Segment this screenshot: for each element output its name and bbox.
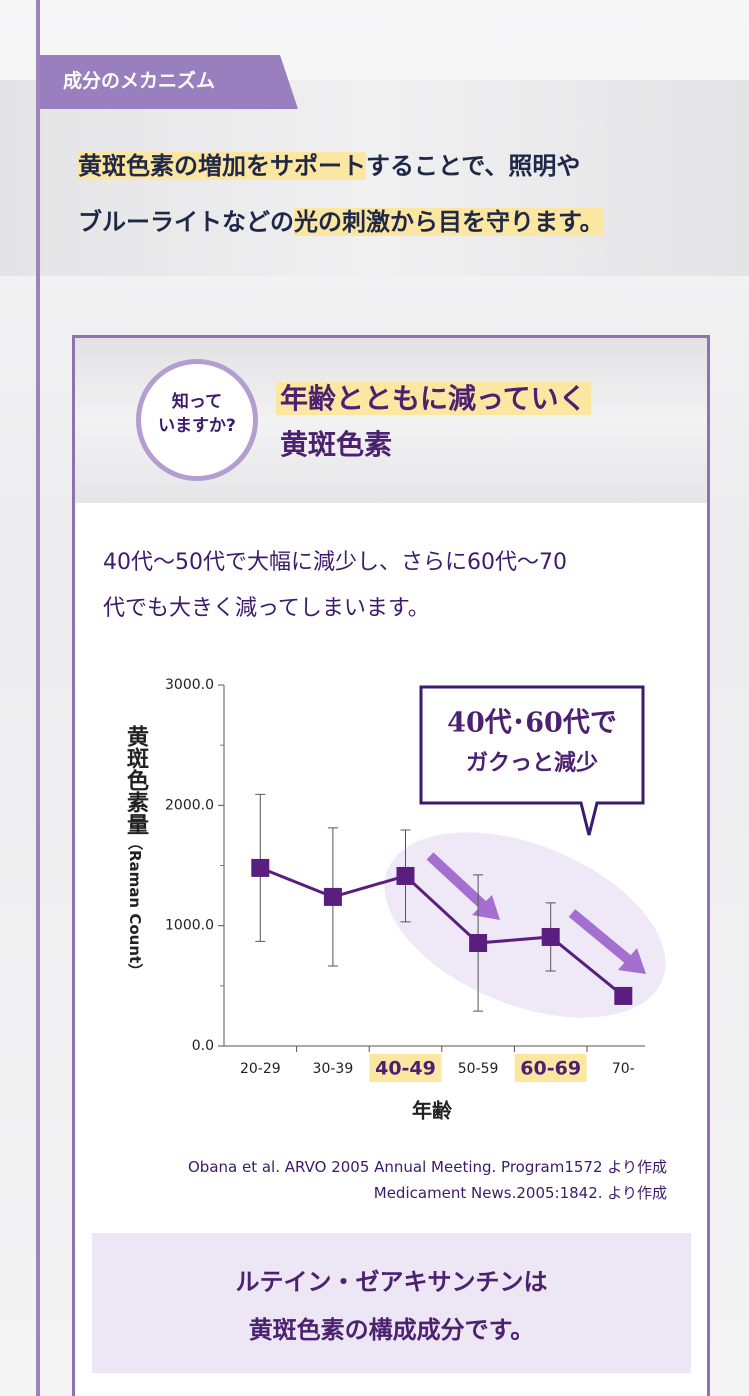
intro-segment: 光の刺激から目を守ります。 bbox=[294, 208, 604, 236]
x-tick-label: 50-59 bbox=[458, 1061, 499, 1077]
intro-line: 黄斑色素の増加をサポートすることで、照明や bbox=[78, 138, 604, 194]
y-tick-label: 0.0 bbox=[192, 1038, 214, 1054]
side-rule bbox=[36, 0, 40, 1396]
heading-line: 年齢とともに減っていく bbox=[276, 376, 591, 422]
y-tick-label: 2000.0 bbox=[165, 797, 214, 813]
source-line: Medicament News.2005:1842. より作成 bbox=[373, 1184, 667, 1202]
x-tick-label: 70- bbox=[612, 1061, 635, 1077]
x-tick-label: 30-39 bbox=[313, 1061, 354, 1077]
tag-shape bbox=[40, 55, 298, 109]
summary-line: 黄斑色素の構成成分です。 bbox=[248, 1316, 535, 1344]
category-highlight bbox=[514, 1054, 587, 1082]
y-tick-label: 3000.0 bbox=[165, 677, 214, 693]
intro-segment: することで、照明や bbox=[366, 152, 581, 180]
description: 40代～50代で大幅に減少し、さらに60代～70 代でも大きく減ってしまいます。 bbox=[103, 540, 567, 632]
summary-box bbox=[92, 1233, 691, 1373]
callout-text: 40代･60代で bbox=[447, 708, 617, 739]
summary: ルテイン・ゼアキサンチンは 黄斑色素の構成成分です。 bbox=[92, 1258, 691, 1354]
series-line bbox=[259, 866, 625, 998]
point bbox=[469, 933, 488, 952]
point bbox=[541, 927, 560, 946]
description-line: 代でも大きく減ってしまいます。 bbox=[103, 596, 430, 621]
x-tick-label: 40-49 bbox=[375, 1058, 436, 1080]
y-label-text: 黄斑色素量 bbox=[123, 725, 148, 835]
intro-segment: 黄斑色素の増加をサポート bbox=[78, 152, 366, 180]
y-tick-label: 1000.0 bbox=[165, 918, 214, 934]
point bbox=[614, 986, 633, 1005]
source-line: Obana et al. ARVO 2005 Annual Meeting. P… bbox=[188, 1158, 667, 1176]
x-tick-label: 60-69 bbox=[520, 1058, 581, 1080]
callout-text: ガクっと減少 bbox=[466, 750, 598, 776]
heading-text: 黄斑色素 bbox=[280, 428, 393, 461]
tag: 成分のメカニズム bbox=[63, 70, 216, 92]
badge bbox=[136, 359, 258, 481]
y-label: 黄斑色素量（Raman Count） bbox=[119, 725, 151, 978]
badge-text: 知っていますか? bbox=[141, 390, 253, 438]
description-line: 40代～50代で大幅に減少し、さらに60代～70 bbox=[103, 550, 567, 575]
highlight-area bbox=[384, 832, 666, 1018]
intro-segment: ブルーライトなどの bbox=[78, 208, 294, 236]
intro: 黄斑色素の増加をサポートすることで、照明や ブルーライトなどの光の刺激から目を守り… bbox=[78, 138, 604, 250]
x-label: 年齢 bbox=[412, 1099, 453, 1123]
point bbox=[323, 887, 342, 906]
heading-line: 黄斑色素 bbox=[276, 422, 591, 468]
category-highlight bbox=[369, 1054, 442, 1082]
heading: 年齢とともに減っていく黄斑色素 bbox=[276, 376, 591, 468]
intro-line: ブルーライトなどの光の刺激から目を守ります。 bbox=[78, 194, 604, 250]
heading-text: 年齢とともに減っていく bbox=[276, 382, 591, 415]
callout bbox=[419, 685, 645, 836]
summary-line: ルテイン・ゼアキサンチンは bbox=[235, 1268, 548, 1296]
badge-line: 知って bbox=[171, 392, 223, 412]
arrows bbox=[426, 852, 646, 974]
point bbox=[396, 866, 415, 885]
badge-line: いますか? bbox=[158, 416, 236, 436]
x-tick-label: 20-29 bbox=[240, 1061, 281, 1077]
point bbox=[251, 858, 270, 877]
y-label-unit: （Raman Count） bbox=[126, 835, 144, 979]
